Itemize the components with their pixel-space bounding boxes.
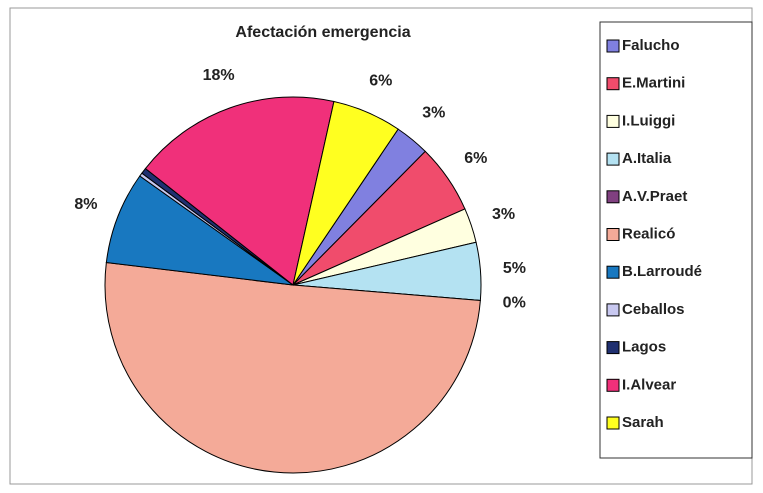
legend-swatch bbox=[606, 190, 620, 204]
data-label: 18% bbox=[203, 67, 235, 84]
legend-label: E.Martini bbox=[622, 75, 685, 92]
legend-swatch bbox=[606, 378, 620, 392]
legend-swatch bbox=[606, 341, 620, 355]
legend-label: Realicó bbox=[622, 225, 675, 242]
legend-swatch bbox=[606, 114, 620, 128]
legend-swatch bbox=[606, 228, 620, 241]
data-label: 5% bbox=[503, 260, 526, 277]
legend-label: I.Luiggi bbox=[622, 112, 675, 129]
chart-title: Afectación emergencia bbox=[235, 24, 410, 41]
legend-swatch bbox=[606, 77, 620, 91]
legend-label: Sarah bbox=[622, 414, 664, 431]
data-label: 6% bbox=[369, 72, 392, 89]
pie-slice bbox=[292, 100, 399, 286]
data-label: 0% bbox=[503, 294, 526, 311]
legend-label: B.Larroudé bbox=[622, 263, 702, 280]
legend-swatch bbox=[606, 416, 620, 430]
legend-swatch bbox=[606, 265, 620, 279]
legend-swatch bbox=[606, 39, 620, 53]
legend-label: Lagos bbox=[622, 339, 666, 356]
legend-swatch bbox=[606, 152, 620, 166]
pie-slice bbox=[144, 96, 335, 286]
pie-slice bbox=[104, 261, 481, 474]
legend-label: Falucho bbox=[622, 37, 680, 54]
legend-swatch bbox=[606, 303, 620, 317]
data-label: 3% bbox=[492, 206, 515, 223]
legend-label: I.Alvear bbox=[622, 376, 676, 393]
data-label: 6% bbox=[464, 150, 487, 167]
legend-box bbox=[599, 21, 753, 459]
pie-slice bbox=[105, 175, 294, 286]
data-label: 8% bbox=[74, 196, 97, 213]
legend-label: Ceballos bbox=[622, 301, 685, 318]
legend-label: A.V.Praet bbox=[622, 188, 687, 205]
data-label: 3% bbox=[422, 105, 445, 122]
legend-label: A.Italia bbox=[622, 150, 672, 167]
